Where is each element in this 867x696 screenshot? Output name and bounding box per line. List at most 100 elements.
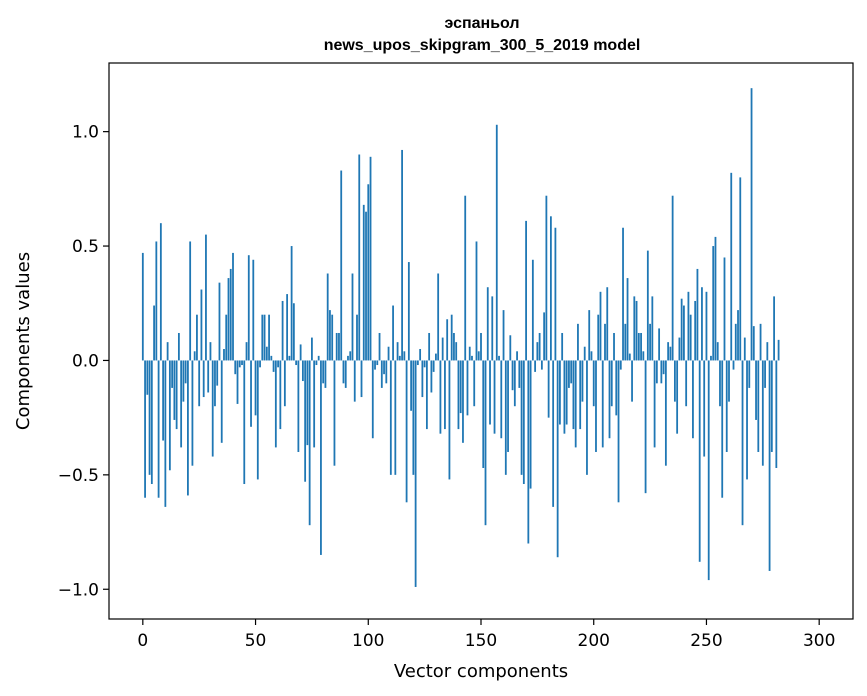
bar-64 [286,294,289,361]
bar-123 [419,349,422,361]
bar-65 [288,355,291,361]
bar-276 [764,360,766,388]
bar-83 [329,310,331,361]
chart-title-line-2: news_upos_skipgram_300_5_2019 model [324,37,641,54]
bar-11 [166,342,169,361]
bar-201 [595,360,597,452]
bar-248 [701,287,703,361]
bar-3 [148,360,151,475]
bar-188 [565,360,568,425]
bar-2 [146,360,149,395]
bar-195 [581,360,584,402]
bar-207 [608,360,611,439]
bar-118 [407,262,410,361]
bar-267 [743,337,746,361]
bar-117 [405,360,408,503]
bar-224 [646,250,649,361]
bar-67 [292,303,295,361]
bar-241 [685,360,688,407]
bar-259 [725,360,728,452]
bar-220 [637,332,640,361]
bar-39 [229,268,232,361]
bar-98 [362,204,365,361]
bar-250 [705,291,708,361]
bar-256 [719,360,721,407]
bar-282 [777,339,780,361]
bar-135 [446,319,449,361]
bar-133 [441,337,444,361]
bar-154 [489,360,491,425]
bar-260 [728,360,730,402]
bar-280 [773,296,775,361]
bar-14 [173,360,176,420]
bar-58 [272,360,275,372]
bar-77 [315,360,318,366]
bar-165 [513,360,516,407]
bar-178 [543,312,546,361]
bar-93 [351,273,354,361]
bar-270 [750,88,753,361]
bar-1 [144,360,146,498]
bar-49 [252,259,255,361]
bar-146 [471,355,473,361]
bar-0 [141,252,144,361]
x-tick-label: 150 [465,631,497,651]
bar-29 [207,360,210,393]
bar-185 [559,360,561,425]
bar-228 [655,360,658,384]
bar-111 [392,305,394,361]
bar-225 [649,323,651,361]
bars [141,88,780,587]
bar-278 [768,360,771,571]
bar-79 [320,360,322,555]
bar-190 [570,360,573,384]
bar-272 [755,360,757,420]
bar-157 [495,124,498,361]
bar-167 [518,360,521,388]
bar-184 [556,360,559,558]
bar-222 [642,351,645,361]
bar-16 [177,332,180,361]
bar-63 [283,360,286,407]
bar-275 [761,360,764,466]
bar-197 [586,360,588,475]
bar-68 [295,360,298,366]
bar-101 [369,156,372,361]
bar-12 [168,360,171,471]
bar-233 [667,342,670,361]
bar-36 [223,349,225,361]
bar-10 [164,360,167,507]
bar-194 [579,360,582,430]
bar-134 [444,360,446,430]
bar-84 [331,314,334,361]
bar-75 [311,337,313,361]
bar-230 [660,360,663,384]
bar-129 [432,360,435,372]
bar-116 [403,351,406,361]
bar-43 [238,360,241,368]
bar-100 [367,184,370,361]
bar-31 [211,360,214,457]
bar-20 [187,360,189,496]
bar-269 [748,360,751,388]
y-tick-label: 1.0 [72,123,99,143]
bar-54 [263,314,266,361]
x-tick-label: 100 [352,631,384,651]
bar-153 [486,287,489,361]
bar-243 [689,314,692,361]
bar-216 [628,353,631,361]
bar-202 [597,314,600,361]
bar-252 [710,355,712,361]
bar-155 [491,296,494,361]
bar-25 [198,360,201,407]
bar-159 [500,360,503,439]
bar-8 [159,223,162,361]
bar-86 [335,332,338,361]
bar-112 [394,360,397,475]
bar-92 [349,351,352,361]
bar-204 [601,360,604,448]
bar-149 [477,351,480,361]
bar-52 [259,360,261,368]
bar-261 [730,172,733,361]
bar-124 [421,360,424,398]
